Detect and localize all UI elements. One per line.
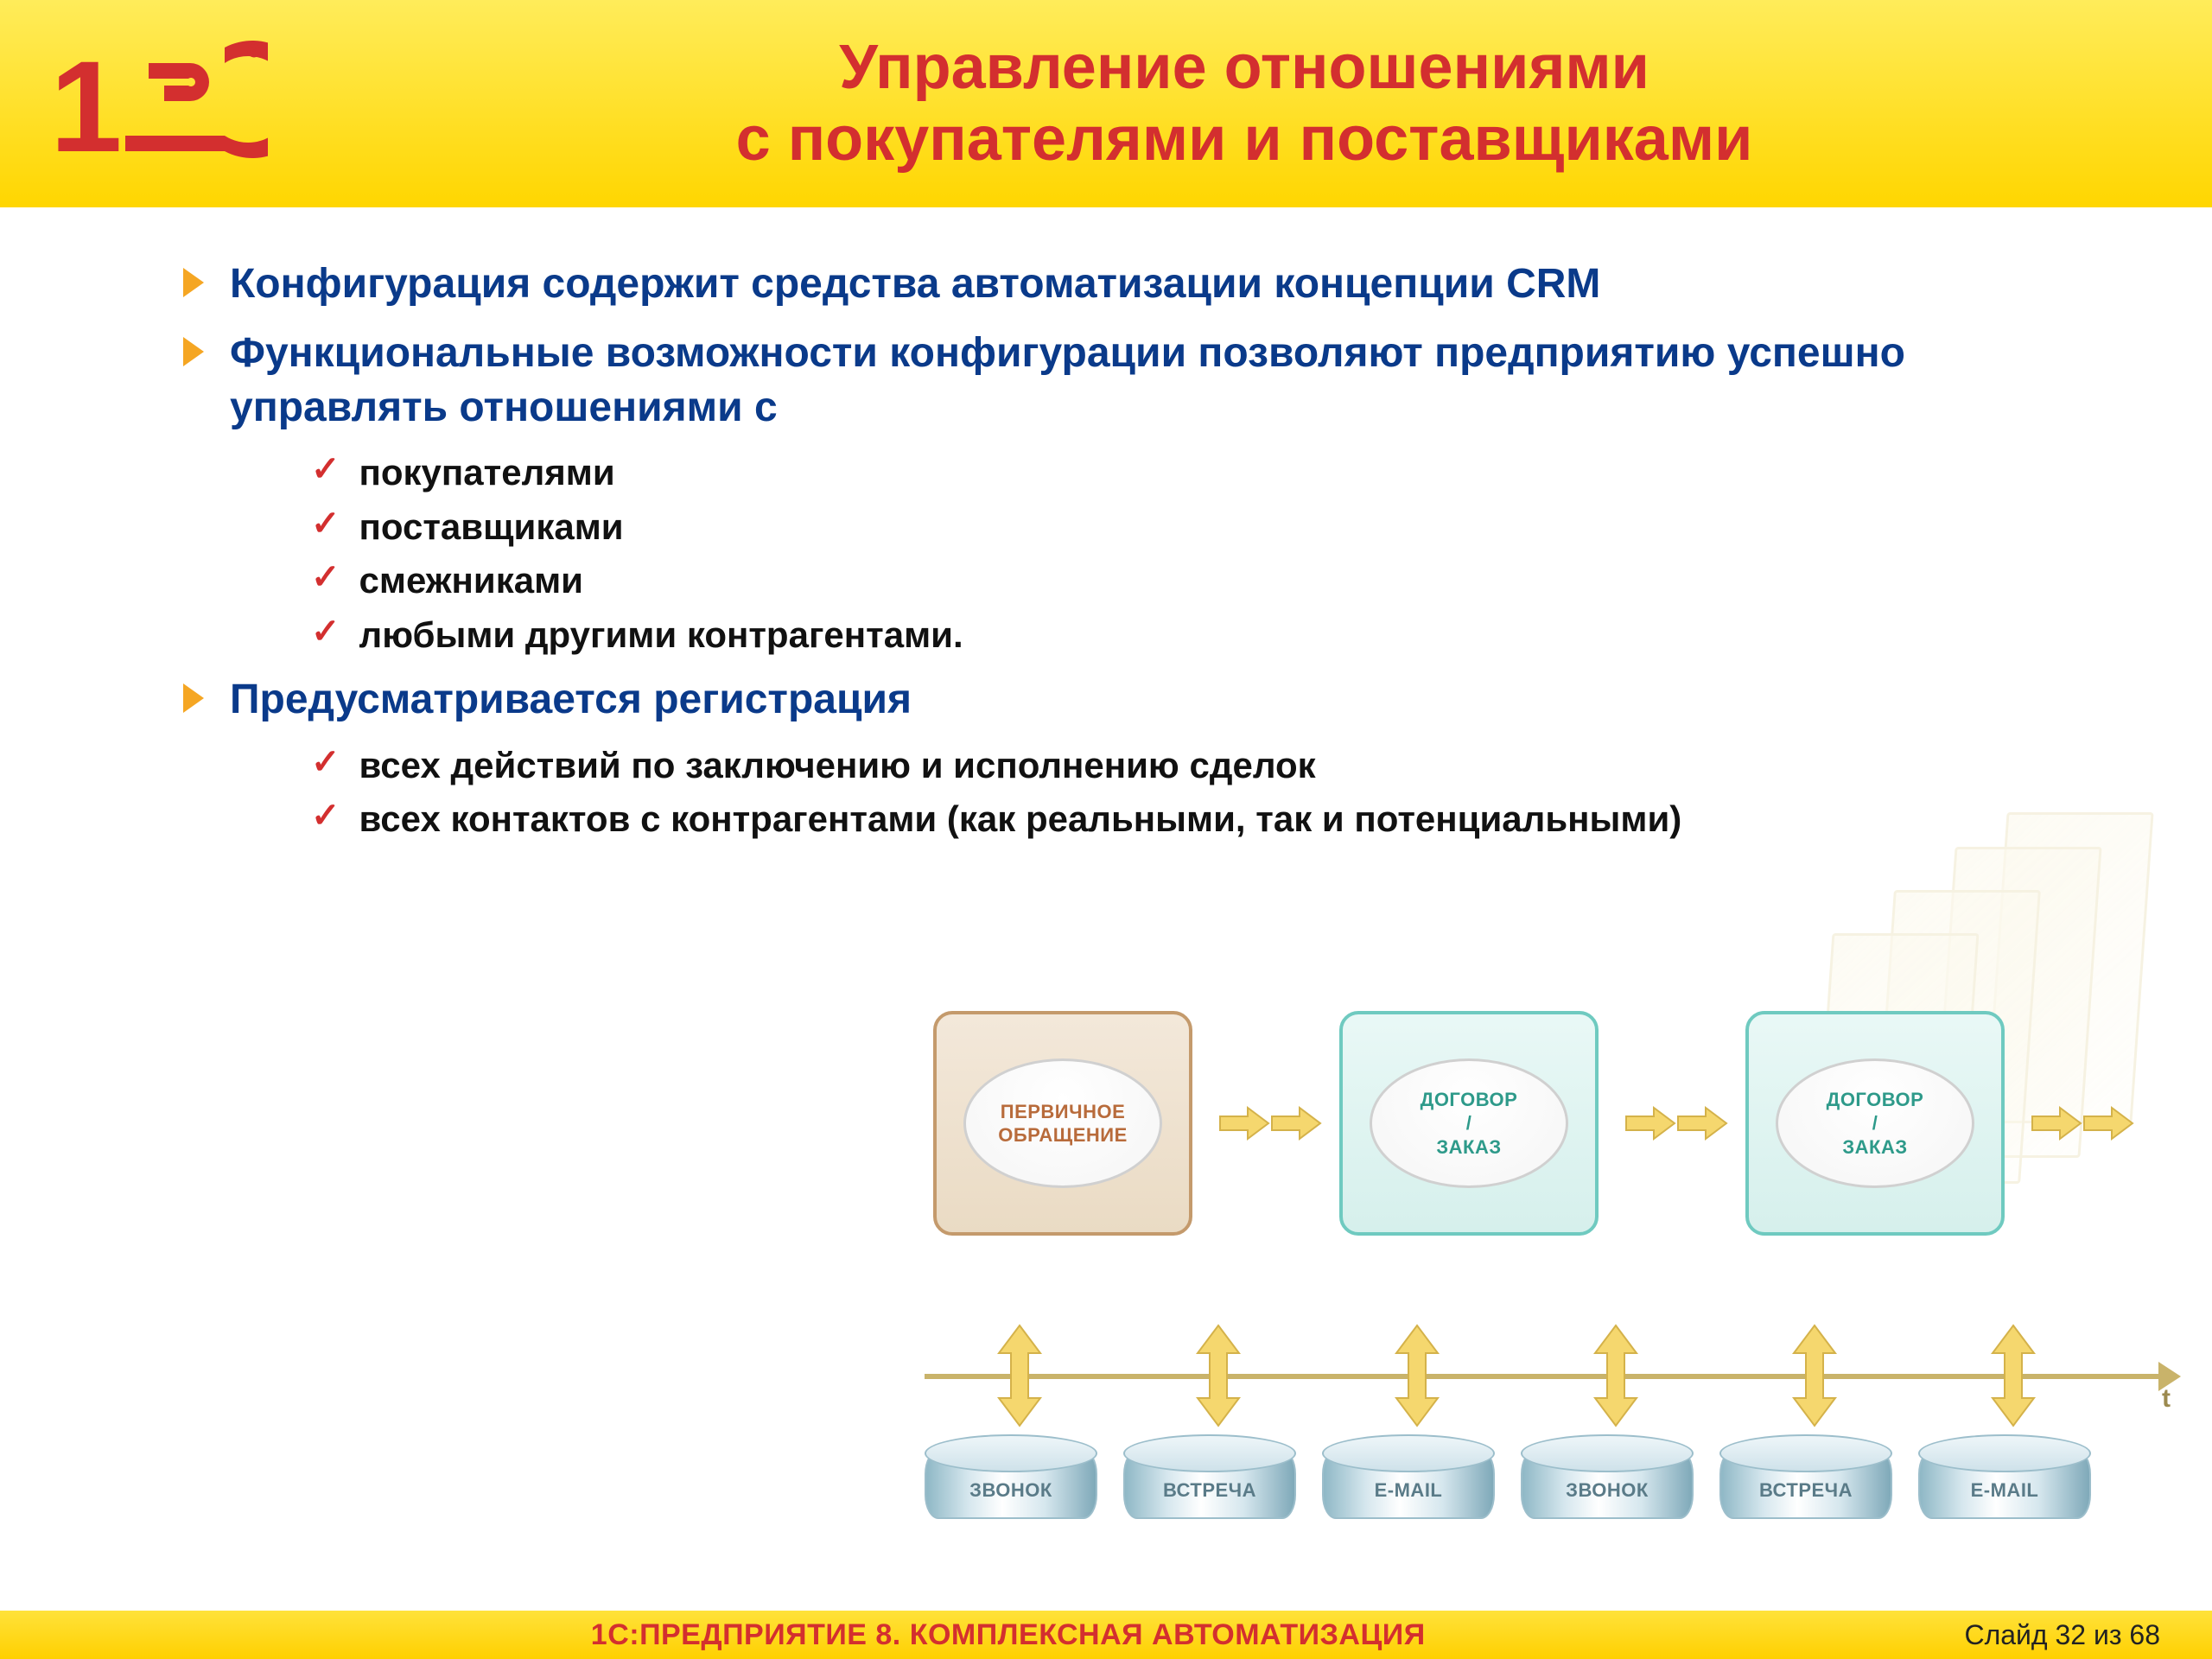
bullet-text: Функциональные возможности конфигурации …	[230, 327, 2126, 435]
timeline-label: t	[2162, 1384, 2171, 1414]
cylinder-label: E-MAIL	[1322, 1479, 1495, 1502]
stage-ellipse: ДОГОВОР/ЗАКАЗ	[1370, 1058, 1568, 1188]
footer: 1С:ПРЕДПРИЯТИЕ 8. КОМПЛЕКСНАЯ АВТОМАТИЗА…	[0, 1611, 2212, 1659]
bullet-text: любыми другими контрагентами.	[359, 613, 963, 658]
footer-slide-number: Слайд 32 из 68	[1964, 1619, 2160, 1651]
contact-cylinder: ЗВОНОК	[1521, 1434, 1694, 1529]
bullet-text: смежниками	[359, 558, 583, 604]
arrow-updown-icon	[1192, 1324, 1244, 1427]
arrow-updown-icon	[1590, 1324, 1642, 1427]
bullet-text: всех действий по заключению и исполнению…	[359, 743, 1316, 789]
contact-cylinder: ВСТРЕЧА	[1719, 1434, 1892, 1529]
footer-product: 1С:ПРЕДПРИЯТИЕ 8. КОМПЛЕКСНАЯ АВТОМАТИЗА…	[52, 1618, 1964, 1652]
stage-initial-contact: ПЕРВИЧНОЕОБРАЩЕНИЕ	[933, 1011, 1192, 1236]
checkmark-icon: ✓	[311, 613, 340, 651]
stage-contract-order: ДОГОВОР/ЗАКАЗ	[1339, 1011, 1599, 1236]
bullet-level1: Конфигурация содержит средства автоматиз…	[181, 257, 2126, 311]
slide-title: Управление отношениями с покупателями и …	[311, 32, 2177, 175]
checkmark-icon: ✓	[311, 743, 340, 781]
cylinder-label: ВСТРЕЧА	[1719, 1479, 1892, 1502]
bullet-level1: Функциональные возможности конфигурации …	[181, 327, 2126, 435]
checkmark-icon: ✓	[311, 450, 340, 488]
bullet-level2: ✓ поставщиками	[311, 505, 2126, 550]
stage-ellipse: ПЕРВИЧНОЕОБРАЩЕНИЕ	[963, 1058, 1162, 1188]
arrow-right-icon	[1218, 1106, 1270, 1141]
stage-contract-order: ДОГОВОР/ЗАКАЗ	[1745, 1011, 2005, 1236]
checkmark-icon: ✓	[311, 505, 340, 543]
cylinder-label: ЗВОНОК	[1521, 1479, 1694, 1502]
arrow-right-icon	[2031, 1106, 2082, 1141]
slide: { "colors": { "header_gradient_top": "#f…	[0, 0, 2212, 1659]
bullet-text: Конфигурация содержит средства автоматиз…	[230, 257, 1600, 311]
svg-text:1: 1	[50, 39, 122, 168]
cylinder-label: E-MAIL	[1918, 1479, 2091, 1502]
title-line-1: Управление отношениями	[311, 32, 2177, 104]
contact-cylinder: E-MAIL	[1322, 1434, 1495, 1529]
logo-1c: 1 R	[35, 35, 276, 173]
triangle-bullet-icon	[181, 335, 206, 368]
contact-cylinder: ЗВОНОК	[925, 1434, 1097, 1529]
cylinder-label: ВСТРЕЧА	[1123, 1479, 1296, 1502]
bullet-text: Предусматривается регистрация	[230, 673, 912, 727]
contact-cylinder: ВСТРЕЧА	[1123, 1434, 1296, 1529]
triangle-bullet-icon	[181, 266, 206, 299]
bullet-text: поставщиками	[359, 505, 624, 550]
bullet-level2: ✓ любыми другими контрагентами.	[311, 613, 2126, 658]
bullet-level1: Предусматривается регистрация	[181, 673, 2126, 727]
cylinder-label: ЗВОНОК	[925, 1479, 1097, 1502]
bullet-level2: ✓ смежниками	[311, 558, 2126, 604]
bullet-text: всех контактов с контрагентами (как реал…	[359, 797, 1682, 842]
arrow-updown-icon	[1789, 1324, 1840, 1427]
stage-ellipse: ДОГОВОР/ЗАКАЗ	[1776, 1058, 1974, 1188]
triangle-bullet-icon	[181, 682, 206, 715]
svg-text:R: R	[251, 48, 257, 58]
arrow-updown-icon	[994, 1324, 1046, 1427]
process-diagram: t ПЕРВИЧНОЕОБРАЩЕНИЕ ДОГОВОР/ЗАКАЗ ДОГОВОР…	[907, 1002, 2169, 1538]
stage-label: ПЕРВИЧНОЕОБРАЩЕНИЕ	[998, 1100, 1128, 1147]
checkmark-icon: ✓	[311, 797, 340, 835]
arrow-right-icon	[1270, 1106, 1322, 1141]
timeline	[925, 1374, 2160, 1379]
arrow-right-icon	[1624, 1106, 1676, 1141]
bullet-level2: ✓ покупателями	[311, 450, 2126, 496]
arrow-updown-icon	[1987, 1324, 2039, 1427]
bullet-text: покупателями	[359, 450, 615, 496]
header: 1 R Управление отношениями с покупателям…	[0, 0, 2212, 207]
arrow-right-icon	[1676, 1106, 1728, 1141]
stage-label: ДОГОВОР/ЗАКАЗ	[1827, 1088, 1924, 1160]
arrow-right-icon	[2082, 1106, 2134, 1141]
contact-cylinder: E-MAIL	[1918, 1434, 2091, 1529]
checkmark-icon: ✓	[311, 558, 340, 596]
arrow-updown-icon	[1391, 1324, 1443, 1427]
title-line-2: с покупателями и поставщиками	[311, 104, 2177, 175]
stage-label: ДОГОВОР/ЗАКАЗ	[1421, 1088, 1518, 1160]
bullet-list: Конфигурация содержит средства автоматиз…	[0, 207, 2212, 842]
